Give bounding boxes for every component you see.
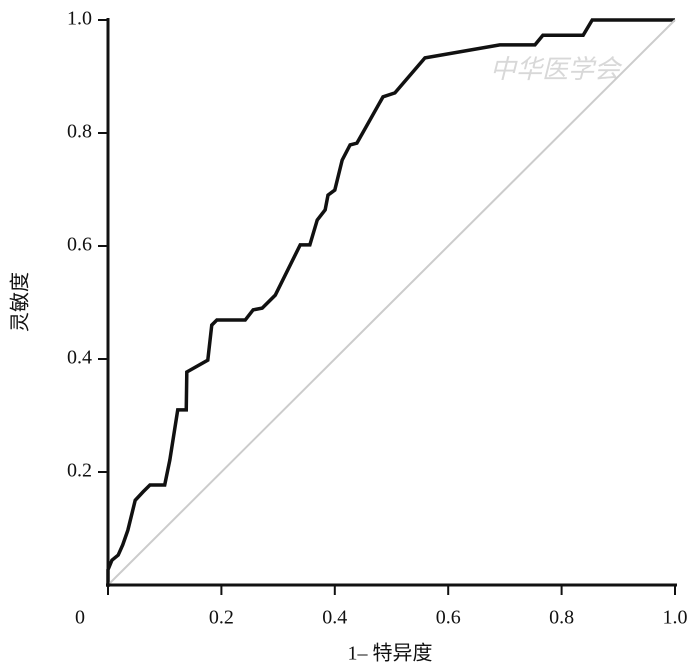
y-tick-label: 0.2 — [67, 460, 92, 482]
x-tick-label: 0.2 — [209, 607, 234, 629]
x-tick-label: 0.4 — [322, 607, 347, 629]
x-tick-label: 0.6 — [436, 607, 461, 629]
x-tick-label: 1.0 — [663, 607, 688, 629]
x-tick-label: 0 — [75, 607, 85, 629]
reference-line — [107, 19, 676, 586]
y-axis-label: 灵敏度 — [9, 272, 32, 332]
y-tick-label: 0.8 — [67, 121, 92, 143]
roc-curve — [106, 18, 675, 585]
y-tick-label: 1.0 — [67, 8, 92, 30]
x-axis-label: 1– 特异度 — [348, 642, 433, 665]
watermark: 中华医学会 — [490, 55, 623, 84]
x-tick-label: 0.8 — [549, 607, 574, 629]
y-tick-label: 0.6 — [67, 234, 92, 256]
y-tick-label: 0.4 — [67, 347, 92, 369]
